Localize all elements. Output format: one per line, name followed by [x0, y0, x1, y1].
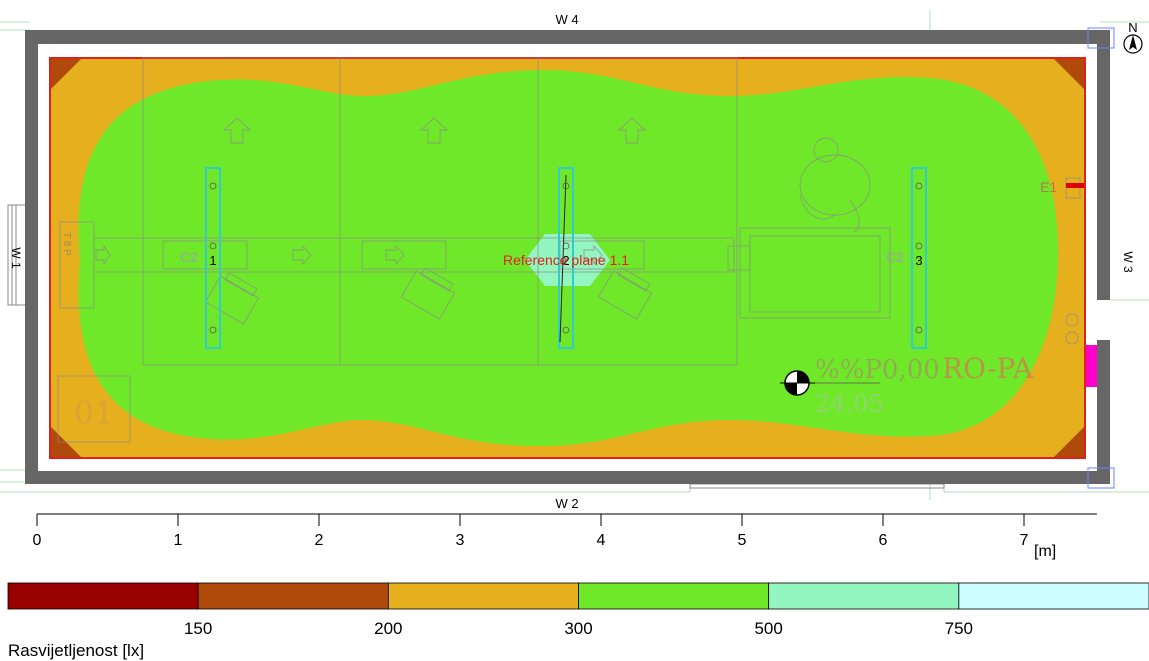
legend-segment-2 — [387, 582, 579, 610]
luminaire-group-label-3: C2 — [886, 249, 904, 265]
right-wall-gap — [1097, 300, 1110, 340]
legend-threshold-200: 200 — [374, 619, 402, 638]
legend-threshold-300: 300 — [564, 619, 592, 638]
scale-tick-label-5: 5 — [738, 532, 747, 549]
right-wall-tab-top — [1087, 27, 1115, 49]
left-tag: T 8 P — [61, 232, 72, 256]
room-number: 01 — [74, 394, 115, 432]
luminaire-number-2: 2 — [562, 253, 569, 268]
legend-threshold-750: 750 — [945, 619, 973, 638]
wall-label-top: W 4 — [555, 12, 578, 27]
level-marker-icon — [780, 370, 880, 396]
legend-bar — [7, 582, 1149, 610]
emergency-luminaire — [1066, 183, 1084, 188]
legend-segment-1 — [197, 582, 389, 610]
reference-plane-label: Reference plane 1.1 — [503, 252, 629, 268]
illuminance-legend: 150 200 300 500 750 Rasvijetljenost [lx] — [7, 582, 1149, 660]
north-label: N — [1128, 20, 1137, 35]
legend-labels: 150 200 300 500 750 — [184, 619, 973, 638]
room-code: %%P0,00 — [815, 355, 940, 385]
scale-tick-label-2: 2 — [315, 532, 324, 549]
legend-threshold-150: 150 — [184, 619, 212, 638]
wall-label-right: W 3 — [1121, 251, 1135, 273]
scale-tick-label-4: 4 — [597, 532, 606, 549]
scale-unit: [m] — [1034, 543, 1056, 560]
zone-150-200-corners — [50, 58, 1085, 458]
legend-title: Rasvijetljenost [lx] — [8, 641, 144, 660]
luminaire-group-label-1: C2 — [180, 249, 198, 265]
luminaire-number-1: 1 — [209, 253, 216, 268]
legend-segment-0 — [7, 582, 199, 610]
scale-bar: 0 1 2 3 4 5 6 7 [m] — [33, 513, 1097, 560]
legend-threshold-500: 500 — [754, 619, 782, 638]
room-area: 24.05 — [815, 390, 884, 418]
cad-linework — [57, 57, 1081, 443]
room-name: RO-PA — [942, 352, 1034, 385]
scale-tick-label-1: 1 — [174, 532, 183, 549]
scale-tick-label-0: 0 — [33, 532, 42, 549]
legend-segment-4 — [768, 582, 960, 610]
scale-ticks: 0 1 2 3 4 5 6 7 — [33, 514, 1029, 549]
wall-label-bottom: W 2 — [555, 496, 578, 511]
luminaire-3 — [911, 167, 927, 349]
right-wall-tab-bottom — [1087, 467, 1115, 489]
scale-tick-label-6: 6 — [879, 532, 888, 549]
luminaire-1 — [205, 167, 221, 349]
luminaire-number-3: 3 — [915, 253, 922, 268]
legend-segment-5 — [958, 582, 1149, 610]
legend-segment-3 — [578, 582, 770, 610]
north-arrow-icon — [1123, 34, 1143, 54]
wall-label-left: W 1 — [9, 247, 23, 269]
emergency-marker — [1083, 345, 1097, 387]
emergency-label: E1 — [1040, 179, 1057, 195]
zone-500-750 — [525, 234, 610, 286]
scale-tick-label-3: 3 — [456, 532, 465, 549]
luminaire-2 — [558, 167, 574, 349]
scale-tick-label-7: 7 — [1020, 532, 1029, 549]
